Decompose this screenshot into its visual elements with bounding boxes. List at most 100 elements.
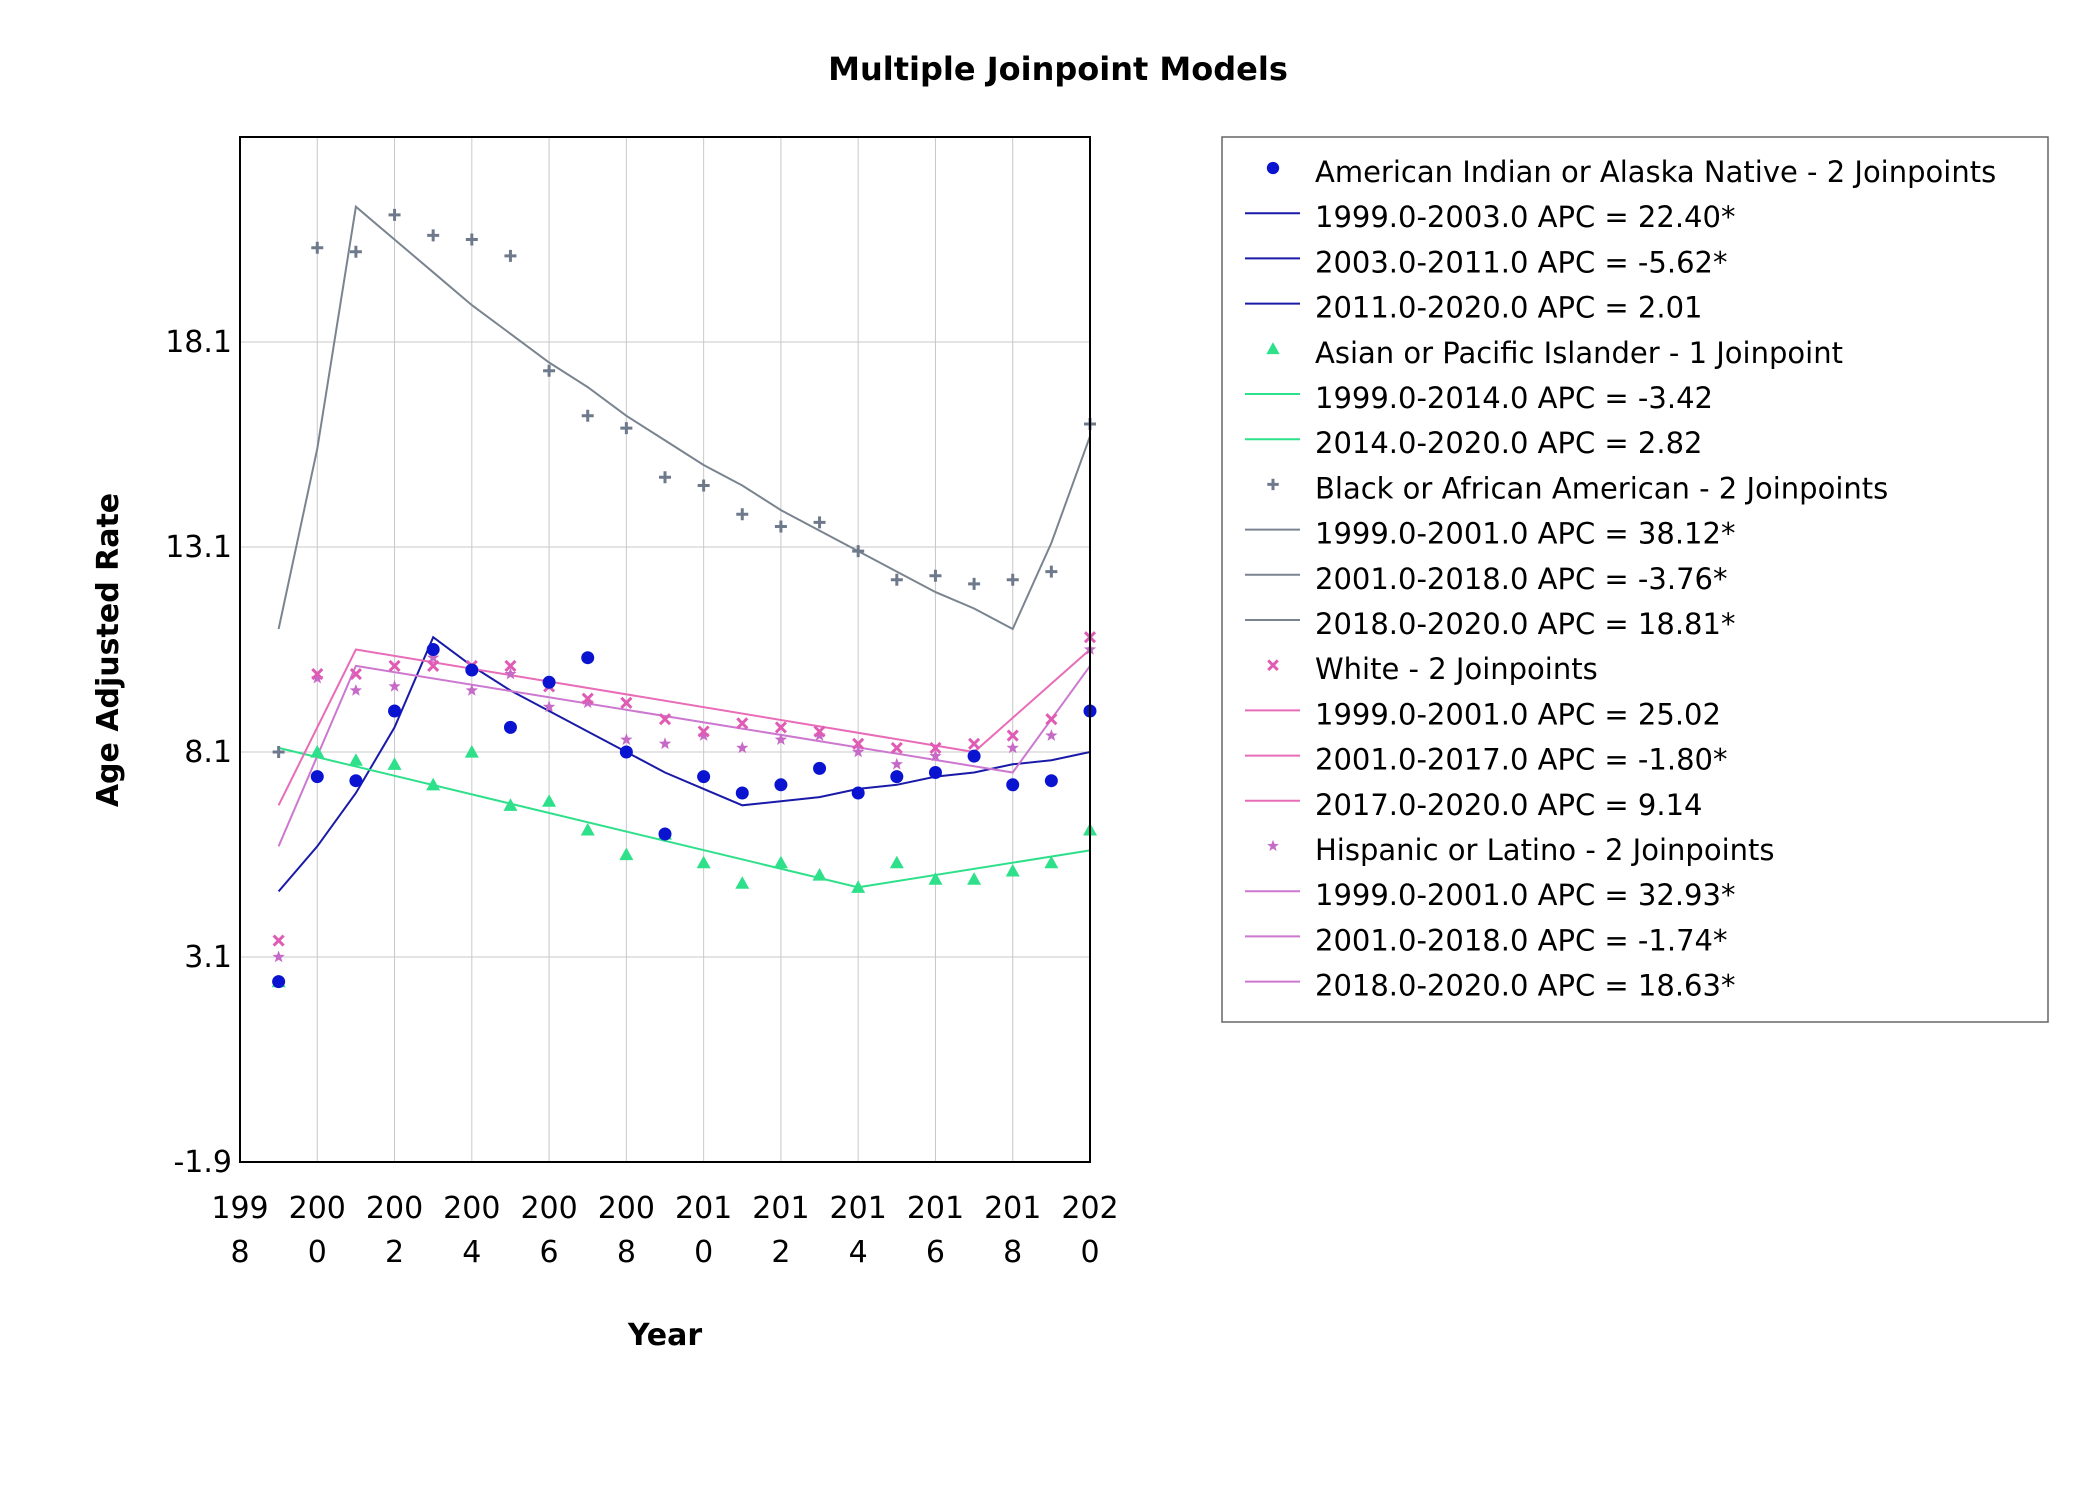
data-point-series-0 bbox=[581, 651, 595, 665]
legend-marker-series-1 bbox=[1266, 342, 1280, 355]
data-point-series-4 bbox=[890, 757, 903, 770]
data-point-series-1 bbox=[426, 777, 441, 791]
x-tick-label: 201 bbox=[984, 1191, 1041, 1226]
data-point-series-3 bbox=[388, 659, 401, 672]
data-point-series-0 bbox=[774, 778, 788, 792]
x-tick-label: 200 bbox=[289, 1191, 346, 1226]
x-tick-label: 0 bbox=[308, 1235, 327, 1270]
x-tick-label: 201 bbox=[907, 1191, 964, 1226]
x-tick-label: 202 bbox=[1061, 1191, 1118, 1226]
data-point-series-2 bbox=[968, 577, 981, 590]
data-point-series-0 bbox=[542, 675, 556, 689]
data-point-series-3 bbox=[736, 717, 749, 730]
data-point-series-4 bbox=[774, 733, 788, 745]
data-point-series-4 bbox=[465, 684, 478, 696]
data-point-series-3 bbox=[890, 741, 903, 754]
data-point-series-3 bbox=[929, 741, 942, 754]
fit-line-series-0 bbox=[277, 635, 1091, 893]
data-point-series-3 bbox=[427, 659, 440, 672]
data-point-series-4 bbox=[272, 950, 285, 963]
data-point-series-4 bbox=[311, 671, 324, 684]
legend-segment-label: 2001.0-2018.0 APC = -1.74* bbox=[1315, 923, 1727, 957]
legend-segment-label: 2001.0-2017.0 APC = -1.80* bbox=[1315, 743, 1727, 777]
data-point-series-1 bbox=[1005, 863, 1020, 877]
x-tick-label: 200 bbox=[520, 1191, 577, 1226]
data-point-series-3 bbox=[311, 668, 324, 681]
legend-marker-series-0 bbox=[1266, 161, 1280, 175]
data-point-series-4 bbox=[620, 733, 633, 745]
data-point-series-0 bbox=[619, 745, 633, 759]
data-point-series-4 bbox=[736, 741, 749, 754]
legend-segment-label: 2011.0-2020.0 APC = 2.01 bbox=[1315, 291, 1703, 325]
data-point-series-2 bbox=[929, 569, 942, 582]
data-point-series-1 bbox=[696, 855, 711, 869]
data-point-series-3 bbox=[620, 696, 633, 709]
data-point-series-2 bbox=[697, 479, 710, 492]
data-point-series-4 bbox=[542, 700, 556, 713]
legend: American Indian or Alaska Native - 2 Joi… bbox=[1245, 155, 1996, 1003]
x-axis-title: Year bbox=[627, 1318, 703, 1353]
data-point-series-4 bbox=[1045, 729, 1058, 741]
data-point-series-2 bbox=[543, 364, 556, 377]
data-point-series-4 bbox=[427, 651, 440, 663]
data-point-series-0 bbox=[349, 774, 363, 788]
x-tick-label: 6 bbox=[540, 1235, 559, 1270]
data-point-series-3 bbox=[581, 692, 594, 705]
data-point-series-3 bbox=[774, 721, 787, 734]
axis-ticks: 199 8 200 0 200 2 200 4 200 6 200 8 201 0 201 2 201 4 201 6… bbox=[165, 325, 1118, 1270]
legend-segment-label: 1999.0-2003.0 APC = 22.40* bbox=[1315, 200, 1735, 234]
data-point-series-0 bbox=[310, 770, 324, 784]
legend-segment-label: 1999.0-2001.0 APC = 38.12* bbox=[1315, 517, 1735, 551]
legend-series-label: American Indian or Alaska Native - 2 Joi… bbox=[1315, 155, 1996, 189]
legend-segment-label: 2014.0-2020.0 APC = 2.82 bbox=[1315, 426, 1703, 460]
legend-series-label: Black or African American - 2 Joinpoints bbox=[1315, 471, 1888, 505]
data-point-series-1 bbox=[851, 880, 866, 893]
data-point-series-3 bbox=[1045, 713, 1058, 726]
data-point-series-0 bbox=[658, 827, 672, 841]
legend-segment-label: 2001.0-2018.0 APC = -3.76* bbox=[1315, 562, 1727, 596]
data-point-series-0 bbox=[890, 770, 904, 784]
x-tick-label: 8 bbox=[230, 1235, 249, 1270]
x-tick-label: 6 bbox=[926, 1235, 945, 1270]
data-point-series-1 bbox=[310, 745, 325, 758]
legend-marker-series-2 bbox=[1267, 478, 1279, 491]
data-point-series-2 bbox=[852, 545, 865, 558]
data-point-series-0 bbox=[426, 643, 440, 656]
x-tick-label: 2 bbox=[771, 1235, 790, 1270]
data-point-series-2 bbox=[311, 241, 324, 254]
y-tick-label: 3.1 bbox=[184, 940, 232, 975]
data-point-series-2 bbox=[774, 520, 787, 533]
data-point-series-3 bbox=[697, 725, 710, 738]
data-point-series-1 bbox=[387, 757, 402, 770]
data-point-series-0 bbox=[272, 975, 286, 989]
data-point-series-0 bbox=[813, 761, 827, 775]
data-point-series-3 bbox=[272, 934, 285, 947]
data-point-series-0 bbox=[697, 770, 711, 784]
legend-series-label: Hispanic or Latino - 2 Joinpoints bbox=[1315, 833, 1774, 867]
x-tick-label: 200 bbox=[598, 1191, 655, 1226]
data-point-series-2 bbox=[581, 409, 594, 422]
data-point-series-2 bbox=[813, 516, 826, 529]
data-point-series-1 bbox=[1044, 855, 1059, 869]
x-tick-label: 0 bbox=[1080, 1235, 1099, 1270]
x-tick-label: 201 bbox=[675, 1191, 732, 1226]
data-point-series-2 bbox=[620, 422, 633, 435]
x-tick-label: 2 bbox=[385, 1235, 404, 1270]
data-point-series-1 bbox=[464, 745, 479, 758]
data-point-series-3 bbox=[504, 659, 517, 672]
data-point-series-2 bbox=[427, 229, 440, 242]
fit-line-series-2 bbox=[277, 204, 1091, 631]
data-point-series-2 bbox=[388, 208, 401, 221]
x-tick-label: 8 bbox=[617, 1235, 636, 1270]
data-point-series-4 bbox=[504, 667, 517, 680]
data-point-series-0 bbox=[1006, 778, 1020, 792]
data-point-series-1 bbox=[348, 753, 363, 766]
data-point-series-1 bbox=[580, 822, 595, 836]
data-point-series-1 bbox=[889, 855, 904, 869]
data-point-series-4 bbox=[388, 679, 401, 692]
y-tick-label: -1.9 bbox=[173, 1145, 232, 1180]
legend-box bbox=[1221, 136, 2049, 1023]
x-tick-label: 200 bbox=[366, 1191, 423, 1226]
data-point-series-3 bbox=[349, 668, 362, 681]
x-tick-label: 0 bbox=[694, 1235, 713, 1270]
